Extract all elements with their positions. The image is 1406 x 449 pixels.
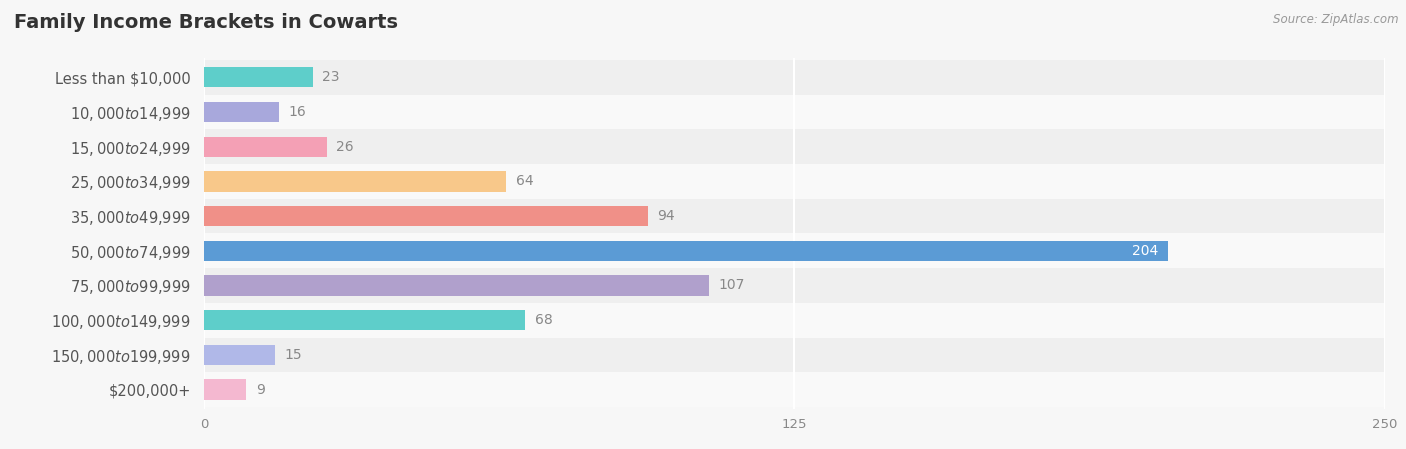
Bar — [204, 67, 312, 88]
Bar — [204, 233, 1385, 268]
Bar — [204, 129, 1385, 164]
Bar — [204, 102, 280, 122]
Bar — [204, 95, 1385, 129]
Bar — [204, 310, 524, 330]
Text: 64: 64 — [516, 175, 533, 189]
Bar — [204, 199, 1385, 233]
Text: 107: 107 — [718, 278, 745, 292]
Bar — [204, 60, 1385, 95]
Bar — [204, 268, 1385, 303]
Text: 94: 94 — [658, 209, 675, 223]
Bar — [204, 372, 1385, 407]
Bar — [204, 303, 1385, 338]
Text: Family Income Brackets in Cowarts: Family Income Brackets in Cowarts — [14, 13, 398, 32]
Bar — [204, 379, 246, 400]
Text: 23: 23 — [322, 70, 339, 84]
Bar — [204, 275, 710, 295]
Bar — [204, 206, 648, 226]
Bar — [204, 137, 326, 157]
Bar — [204, 241, 1167, 261]
Text: 16: 16 — [288, 105, 307, 119]
Bar — [204, 172, 506, 192]
Text: 9: 9 — [256, 383, 264, 396]
Bar — [204, 345, 274, 365]
Text: Source: ZipAtlas.com: Source: ZipAtlas.com — [1274, 13, 1399, 26]
Bar — [204, 164, 1385, 199]
Text: 26: 26 — [336, 140, 354, 154]
Text: 15: 15 — [284, 348, 302, 362]
Bar — [204, 338, 1385, 372]
Text: 68: 68 — [534, 313, 553, 327]
Text: 204: 204 — [1132, 244, 1159, 258]
